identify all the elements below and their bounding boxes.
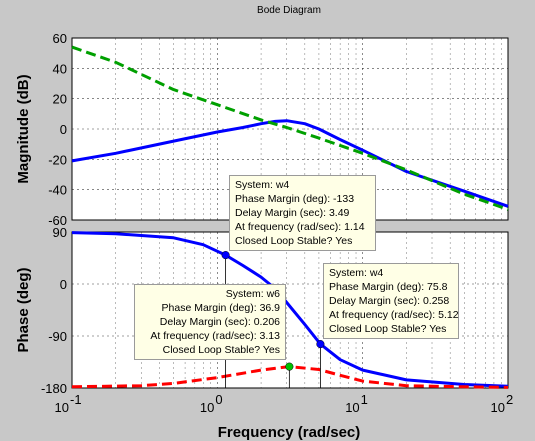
datatip-frequency: At frequency (rad/sec): 1.14	[235, 221, 365, 233]
phase-tick-label: 90	[53, 225, 67, 240]
phase-red-line	[71, 365, 509, 389]
magnitude-tick-label: 60	[53, 31, 67, 46]
datatip-w4-1-14[interactable]: System: w4 Phase Margin (deg): -133 Dela…	[229, 175, 376, 251]
x-tick-exponent: 1	[361, 392, 368, 407]
datatip-system: System: w4	[329, 267, 384, 279]
datatip-stable: Closed Loop Stable? Yes	[162, 344, 280, 356]
datatip-phase-margin: Phase Margin (deg): -133	[235, 193, 355, 205]
magnitude-tick-label: 40	[53, 61, 67, 76]
magnitude-tick-label: 20	[53, 92, 67, 107]
phase-tick-label: 0	[60, 277, 67, 292]
phase-grid	[71, 231, 508, 389]
datatip-frequency: At frequency (rad/sec): 5.12	[329, 309, 459, 321]
phase-markers	[221, 251, 325, 371]
magnitude-axis-label: Magnitude (dB)	[15, 74, 32, 183]
x-axis-label: Frequency (rad/sec)	[218, 424, 361, 441]
datatip-stable: Closed Loop Stable? Yes	[235, 235, 353, 247]
chart-title: Bode Diagram	[257, 5, 321, 16]
magnitude-tick-label: -20	[48, 152, 67, 167]
datatip-phase-margin: Phase Margin (deg): 36.9	[161, 302, 280, 314]
x-tick-label: 10	[345, 400, 359, 415]
magnitude-tick-label: -60	[48, 213, 67, 228]
datatip-delay-margin: Delay Margin (sec): 0.206	[159, 316, 280, 328]
magnitude-y-tick-labels: 60 40 20 0 -20 -40 -60	[48, 31, 67, 228]
magnitude-blue-line	[71, 119, 509, 208]
phase-axis-label: Phase (deg)	[15, 267, 32, 352]
x-tick-label: 10	[200, 400, 214, 415]
x-tick-label: 10	[491, 400, 505, 415]
datatip-delay-margin: Delay Margin (sec): 3.49	[235, 207, 350, 219]
magnitude-series	[71, 45, 509, 211]
magnitude-green-line	[71, 45, 509, 211]
datatip-system: System: w4	[235, 179, 290, 191]
phase-marker	[285, 362, 294, 371]
datatip-frequency: At frequency (rad/sec): 3.13	[150, 330, 280, 342]
x-tick-label: 10	[55, 400, 69, 415]
phase-marker	[221, 251, 230, 260]
datatip-w6-3-13[interactable]: System: w6 Phase Margin (deg): 36.9 Dela…	[134, 284, 286, 360]
datatip-delay-margin: Delay Margin (sec): 0.258	[329, 295, 450, 307]
datatip-system: System: w6	[225, 288, 280, 300]
phase-tick-label: -90	[48, 329, 67, 344]
datatip-stable: Closed Loop Stable? Yes	[329, 323, 447, 335]
datatip-phase-margin: Phase Margin (deg): 75.8	[329, 281, 448, 293]
phase-tick-label: -180	[41, 381, 67, 396]
phase-marker	[316, 340, 325, 349]
magnitude-tick-label: -40	[48, 183, 67, 198]
x-tick-exponent: 2	[506, 392, 513, 407]
x-tick-exponent: 0	[215, 392, 222, 407]
x-tick-exponent: -1	[70, 392, 82, 407]
datatip-w4-5-12[interactable]: System: w4 Phase Margin (deg): 75.8 Dela…	[323, 263, 459, 339]
phase-y-tick-labels: 90 0 -90 -180	[41, 225, 67, 396]
magnitude-tick-label: 0	[60, 122, 67, 137]
